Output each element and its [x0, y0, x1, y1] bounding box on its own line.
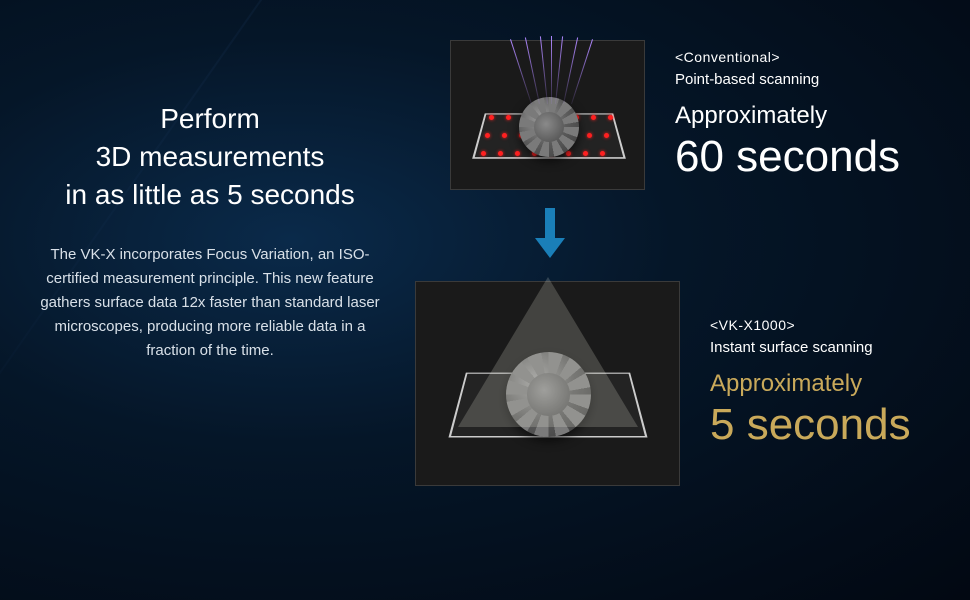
title-line-1: Perform [160, 103, 260, 134]
conventional-subtitle: Point-based scanning [675, 71, 970, 88]
comparison-section: <Conventional> Point-based scanning Appr… [410, 40, 970, 486]
vkx-time: 5 seconds [710, 400, 970, 450]
conventional-time: 60 seconds [675, 132, 970, 182]
gear-icon [519, 97, 579, 157]
vkx-subtitle: Instant surface scanning [710, 339, 970, 356]
gear-icon [506, 352, 591, 437]
conventional-text: <Conventional> Point-based scanning Appr… [675, 49, 970, 182]
red-dot [489, 115, 494, 120]
conventional-illustration [450, 40, 645, 190]
left-text-section: Perform 3D measurements in as little as … [20, 100, 400, 363]
main-title: Perform 3D measurements in as little as … [20, 100, 400, 213]
laser-lines [451, 36, 644, 106]
vkx-text: <VK-X1000> Instant surface scanning Appr… [710, 317, 970, 450]
body-paragraph: The VK-X incorporates Focus Variation, a… [20, 243, 400, 363]
conventional-tag: <Conventional> [675, 49, 970, 65]
vkx-illustration [415, 281, 680, 486]
vkx-row: <VK-X1000> Instant surface scanning Appr… [410, 281, 970, 486]
title-line-2: 3D measurements [96, 141, 325, 172]
arrow-down-icon [535, 208, 565, 258]
conventional-row: <Conventional> Point-based scanning Appr… [410, 40, 970, 190]
conventional-approx: Approximately [675, 102, 970, 130]
title-line-3: in as little as 5 seconds [65, 179, 355, 210]
vkx-tag: <VK-X1000> [710, 317, 970, 333]
vkx-approx: Approximately [710, 370, 970, 398]
